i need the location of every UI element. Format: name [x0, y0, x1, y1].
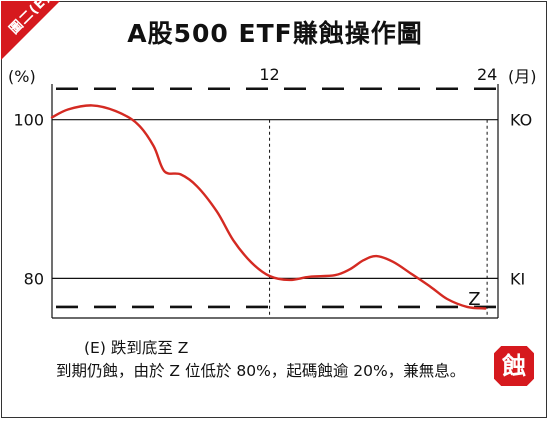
description-title: (E) 跌到底至 Z	[84, 339, 189, 357]
annotation-Z: Z	[468, 289, 480, 310]
description-body: 到期仍蝕，由於 Z 位低於 80%，起碼蝕逾 20%，兼無息。	[56, 362, 466, 380]
corner-banner	[1, 1, 60, 60]
loss-badge: 蝕	[494, 346, 534, 386]
y-tick-label-80: 80	[24, 269, 44, 288]
x-axis-unit: (月)	[508, 67, 537, 86]
chart-title: A股500 ETF賺蝕操作圖	[127, 19, 423, 48]
reference-label-KO: KO	[510, 111, 532, 130]
price-series-line	[50, 104, 487, 310]
y-tick-label-100: 100	[13, 111, 44, 130]
y-axis-unit: (%)	[8, 67, 36, 86]
x-tick-label-12: 12	[259, 65, 279, 84]
loss-badge-label: 蝕	[502, 352, 526, 380]
x-tick-label-24: 24	[477, 65, 497, 84]
reference-label-KI: KI	[510, 269, 525, 288]
